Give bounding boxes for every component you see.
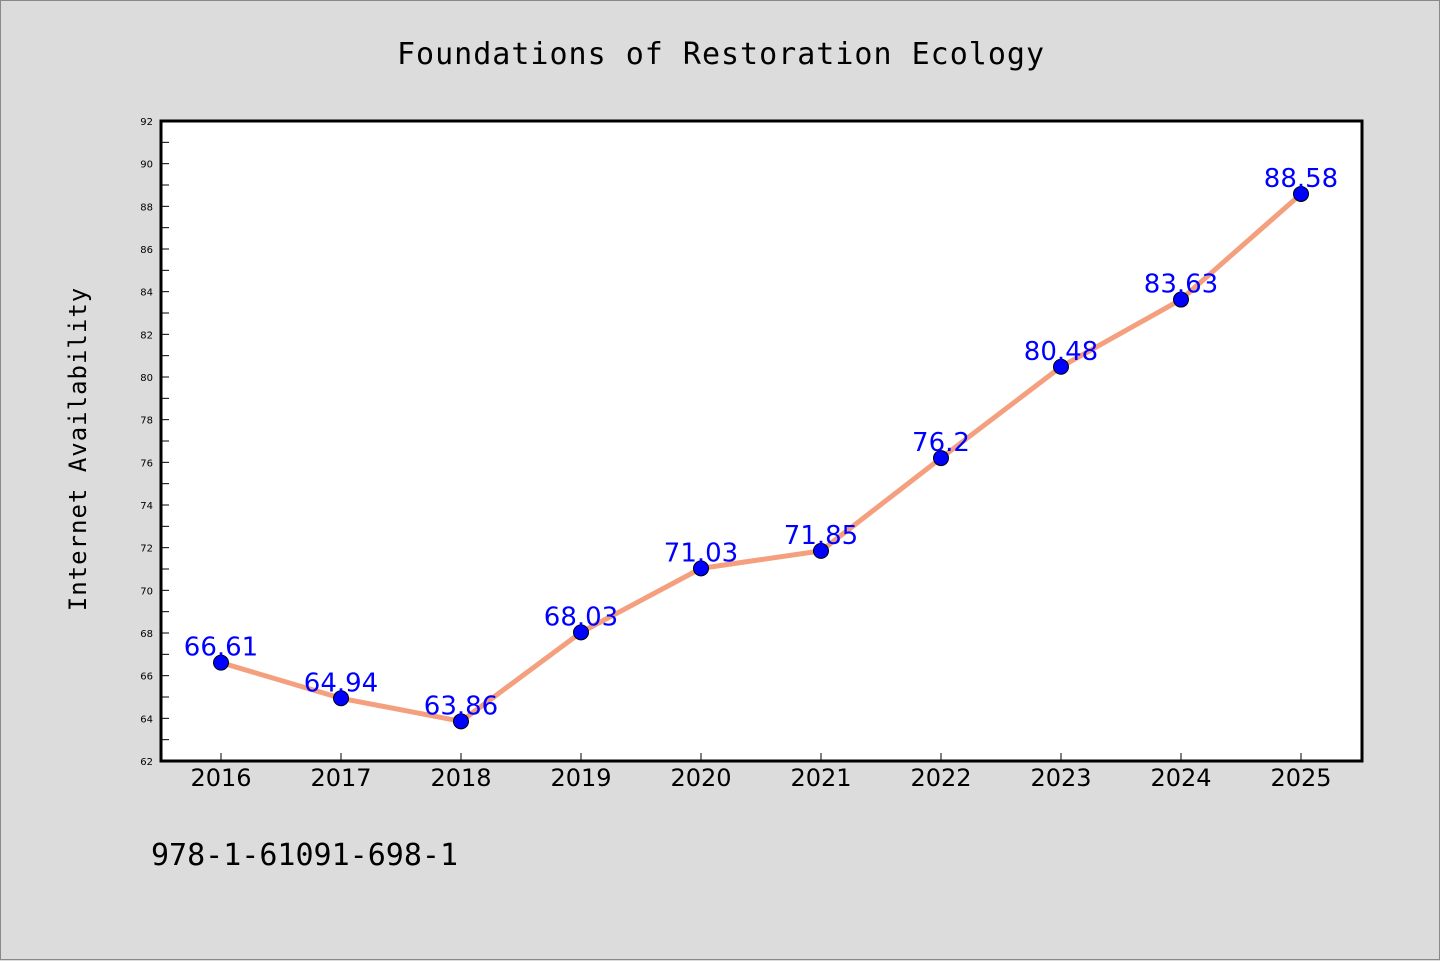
series-line — [218, 191, 1304, 724]
data-label: 71.85 — [784, 521, 858, 551]
y-tick-label: 84 — [140, 288, 153, 299]
data-point — [573, 624, 589, 641]
data-label: 76.2 — [912, 428, 970, 458]
y-axis-ticks: 62 64 66 68 70 72 74 76 78 80 82 84 86 88 90 92 — [140, 117, 169, 768]
y-axis-label: Internet Availability — [64, 287, 92, 611]
x-axis-ticks: 2016 2017 2018 2019 2020 2021 2022 2023 2024 2025 — [190, 753, 1332, 792]
footer-isbn: 978-1-61091-698-1 — [151, 838, 458, 873]
data-label: 83.63 — [1144, 270, 1218, 300]
chart-title: Foundations of Restoration Ecology — [397, 37, 1045, 72]
y-tick-label: 88 — [140, 202, 153, 213]
x-tick-label: 2019 — [550, 764, 611, 792]
y-tick-label: 86 — [140, 245, 153, 256]
y-tick-label: 68 — [140, 629, 153, 640]
plot-area — [159, 119, 1364, 763]
data-label: 63.86 — [424, 691, 498, 721]
series-layer — [213, 185, 1309, 730]
y-tick-label: 76 — [140, 458, 153, 469]
data-point — [1293, 185, 1309, 202]
data-point — [1173, 291, 1189, 308]
x-tick-label: 2016 — [190, 764, 251, 792]
x-tick-label: 2017 — [310, 764, 371, 792]
data-point — [693, 560, 709, 577]
y-tick-label: 62 — [140, 757, 153, 768]
data-point — [933, 450, 949, 467]
x-tick-label: 2024 — [1150, 764, 1211, 792]
y-tick-label: 80 — [140, 373, 153, 384]
y-tick-label: 72 — [140, 544, 153, 555]
data-point — [453, 713, 469, 730]
y-tick-label: 90 — [140, 160, 153, 171]
data-point — [1053, 358, 1069, 375]
data-label: 64.94 — [304, 668, 378, 698]
data-label-layer: 66.61 64.94 63.86 68.03 71.03 71.85 76.2 80.48 8… — [184, 164, 1338, 721]
data-label: 71.03 — [664, 538, 738, 568]
data-label: 68.03 — [544, 602, 618, 632]
x-tick-label: 2021 — [790, 764, 851, 792]
y-tick-label: 78 — [140, 416, 153, 427]
data-point — [333, 690, 349, 707]
x-tick-label: 2020 — [670, 764, 731, 792]
data-point — [213, 654, 229, 671]
x-tick-label: 2025 — [1270, 764, 1331, 792]
y-tick-label: 92 — [140, 117, 153, 128]
x-tick-label: 2022 — [910, 764, 971, 792]
y-tick-label: 82 — [140, 330, 153, 341]
data-label: 88.58 — [1264, 164, 1338, 194]
data-label: 80.48 — [1024, 337, 1098, 367]
y-tick-label: 74 — [140, 501, 153, 512]
y-tick-label: 64 — [140, 714, 153, 725]
data-label: 66.61 — [184, 633, 258, 663]
y-tick-label: 70 — [140, 586, 153, 597]
data-point — [813, 542, 829, 559]
x-tick-label: 2023 — [1030, 764, 1091, 792]
y-tick-label: 66 — [140, 672, 153, 683]
x-tick-label: 2018 — [430, 764, 491, 792]
